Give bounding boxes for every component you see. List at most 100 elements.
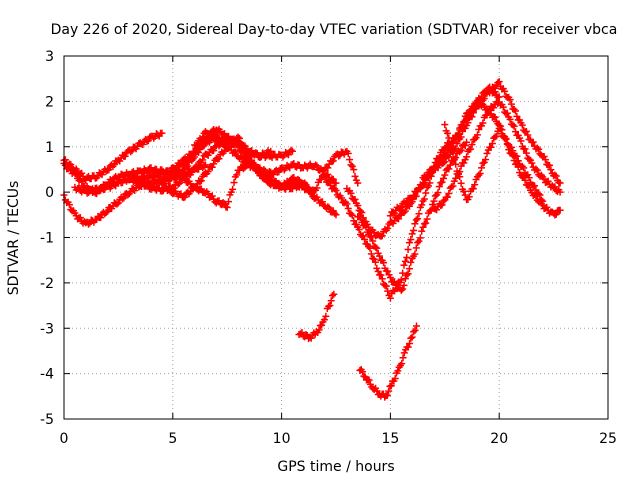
data-point xyxy=(434,164,442,172)
data-point xyxy=(452,174,460,182)
data-point xyxy=(214,133,222,141)
data-point xyxy=(113,200,121,208)
data-point xyxy=(552,210,560,218)
data-point xyxy=(491,84,499,92)
data-point xyxy=(444,129,452,137)
data-point xyxy=(537,196,545,204)
data-point xyxy=(378,232,386,240)
data-point xyxy=(365,376,373,384)
data-point xyxy=(294,175,302,183)
data-point xyxy=(452,145,460,153)
data-point xyxy=(381,281,389,289)
data-point xyxy=(397,286,405,294)
data-point xyxy=(356,214,364,222)
y-tick-labels: -5 -4 -3 -2 -1 0 1 2 3 xyxy=(40,49,54,428)
data-point xyxy=(332,211,340,219)
data-point xyxy=(235,138,243,146)
series-arc-1 xyxy=(60,129,166,184)
x-axis-label: GPS time / hours xyxy=(277,459,394,475)
data-point xyxy=(404,343,412,351)
data-point xyxy=(531,182,539,190)
data-point xyxy=(347,161,355,169)
y-tick-label: 1 xyxy=(45,140,54,156)
data-point xyxy=(430,197,438,205)
data-point xyxy=(172,165,180,173)
data-point xyxy=(373,244,381,252)
data-point xyxy=(503,109,511,117)
data-point xyxy=(348,211,356,219)
data-point xyxy=(210,147,218,155)
data-point xyxy=(399,285,407,293)
data-point xyxy=(186,171,194,179)
series-arc-14 xyxy=(419,78,564,187)
data-point xyxy=(547,166,555,174)
data-point xyxy=(302,331,310,339)
data-point xyxy=(358,209,366,217)
data-point xyxy=(350,217,358,225)
data-point xyxy=(287,146,295,154)
data-point xyxy=(400,349,408,357)
data-point xyxy=(118,195,126,203)
data-point xyxy=(495,78,503,86)
data-point xyxy=(411,220,419,228)
data-point xyxy=(461,142,469,150)
data-point xyxy=(456,173,464,181)
data-point xyxy=(445,134,453,142)
data-point xyxy=(497,125,505,133)
data-points xyxy=(60,78,564,401)
data-point xyxy=(507,100,515,108)
data-point xyxy=(327,297,335,305)
data-point xyxy=(452,160,460,168)
data-point xyxy=(361,235,369,243)
data-point xyxy=(181,174,189,182)
data-point xyxy=(310,193,318,201)
data-point xyxy=(325,204,333,212)
data-point xyxy=(449,138,457,146)
data-point xyxy=(449,182,457,190)
data-point xyxy=(407,258,415,266)
data-point xyxy=(331,209,339,217)
x-tick-labels: 0 5 10 15 20 25 xyxy=(60,431,617,447)
data-point xyxy=(487,143,495,151)
x-tick-label: 10 xyxy=(273,431,291,447)
data-point xyxy=(386,294,394,302)
data-point xyxy=(398,360,406,368)
data-point xyxy=(439,159,447,167)
data-point xyxy=(366,244,374,252)
x-tick-label: 20 xyxy=(490,431,508,447)
x-tick-label: 15 xyxy=(381,431,399,447)
data-point xyxy=(385,387,393,395)
data-point xyxy=(517,137,525,145)
y-tick-label: -1 xyxy=(40,231,54,247)
data-point xyxy=(191,149,199,157)
data-point xyxy=(420,179,428,187)
data-point xyxy=(306,186,314,194)
data-point xyxy=(378,275,386,283)
data-point xyxy=(337,194,345,202)
data-point xyxy=(362,223,370,231)
data-point xyxy=(541,156,549,164)
series-arc-12 xyxy=(354,138,471,294)
data-point xyxy=(476,170,484,178)
data-point xyxy=(522,127,530,135)
data-point xyxy=(384,224,392,232)
data-point xyxy=(410,191,418,199)
data-point xyxy=(371,243,379,251)
data-point xyxy=(301,179,309,187)
data-point xyxy=(312,161,320,169)
data-point xyxy=(386,212,394,220)
series-arc-10 xyxy=(321,165,438,302)
data-point xyxy=(359,368,367,376)
data-point xyxy=(219,138,227,146)
series-arc-8 xyxy=(180,160,318,211)
data-point xyxy=(180,161,188,169)
data-point xyxy=(479,119,487,127)
data-point xyxy=(317,176,325,184)
data-point xyxy=(253,149,261,157)
data-point xyxy=(405,265,413,273)
data-point xyxy=(556,179,564,187)
data-point xyxy=(414,215,422,223)
data-point xyxy=(419,223,427,231)
data-point xyxy=(351,172,359,180)
